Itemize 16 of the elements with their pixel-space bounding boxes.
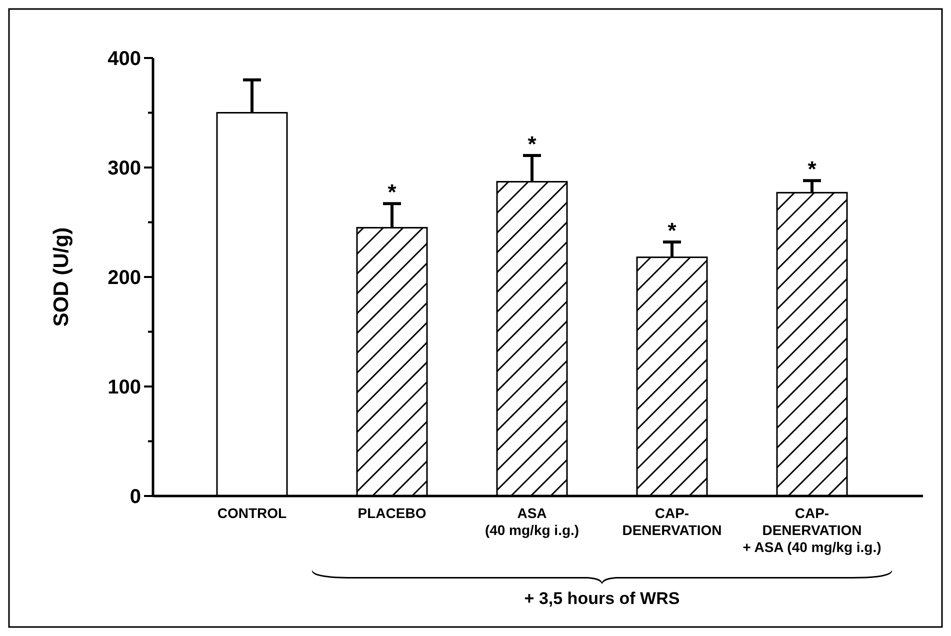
- text: + 3,5 hours of WRS: [524, 589, 680, 608]
- y-axis-title: SOD (U/g): [50, 227, 73, 327]
- y-tick-label: 0: [130, 486, 141, 508]
- data-label: *: [388, 180, 397, 205]
- x-tick-label: ASA (40 mg/kg i.g.): [484, 505, 580, 538]
- y-tick-label: 300: [108, 158, 141, 180]
- x-tick-label: CONTROL: [217, 505, 288, 521]
- x-tick-label: CAP- DENERVATION + ASA (40 mg/kg i.g.): [742, 505, 882, 555]
- x-tick-label: PLACEBO: [358, 505, 426, 521]
- x-tick-label: CAP- DENERVATION: [622, 505, 722, 538]
- y-tick-label: 400: [108, 48, 141, 70]
- data-label: *: [668, 218, 677, 243]
- y-tick-label: 100: [108, 376, 141, 398]
- data-label: *: [808, 156, 817, 182]
- data-label: *: [528, 131, 537, 156]
- y-tick-label: 200: [108, 267, 141, 289]
